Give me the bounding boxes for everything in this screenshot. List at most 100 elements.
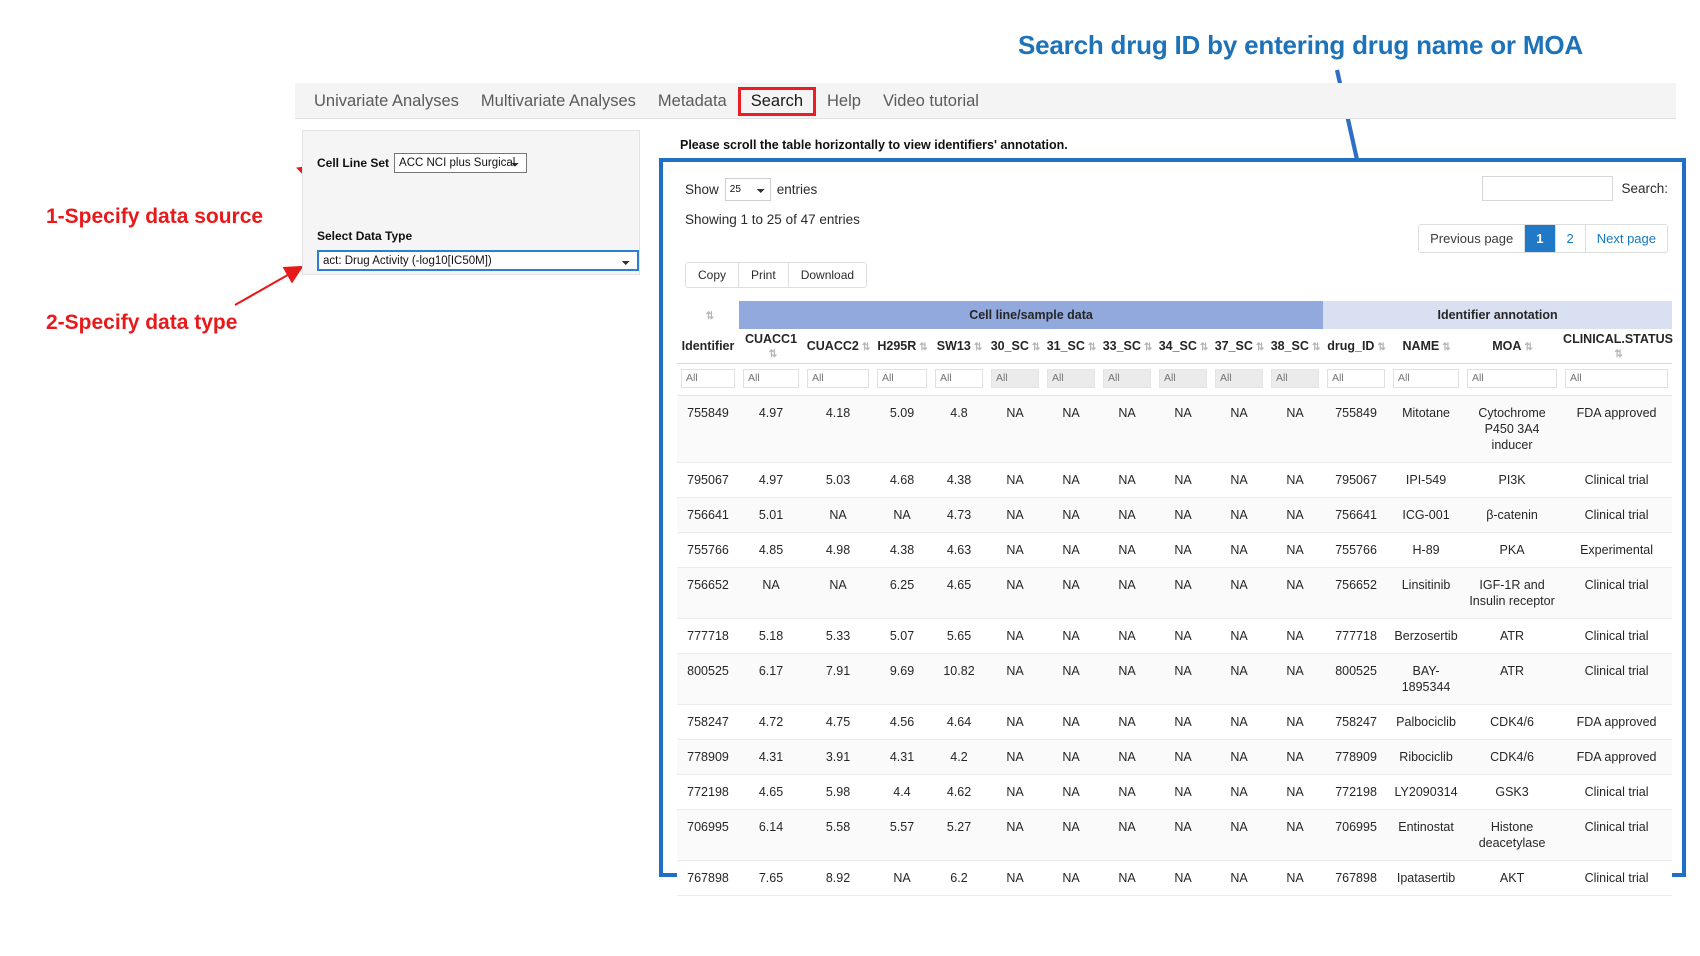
filter-input-identifier[interactable] xyxy=(681,368,735,388)
nav-item-search[interactable]: Search xyxy=(737,86,816,116)
sort-icon[interactable]: ⇅ xyxy=(1377,341,1385,353)
cell-33-sc: NA xyxy=(1099,567,1155,619)
cell-moa: GSK3 xyxy=(1463,774,1562,810)
cell-37-sc: NA xyxy=(1211,497,1267,533)
sort-icon[interactable]: ⇅ xyxy=(1614,348,1622,360)
page-button-1[interactable]: 1 xyxy=(1525,225,1556,252)
sort-icon[interactable]: ⇅ xyxy=(1311,341,1320,353)
column-header-label: MOA xyxy=(1492,338,1522,353)
column-header-clinical-status[interactable]: CLINICAL.STATUS ⇅ xyxy=(1561,329,1673,364)
table-row[interactable]: 758247 4.72 4.75 4.56 4.64 NA NA NA NA NA NA 758247… xyxy=(677,704,1673,740)
entries-per-page-select[interactable]: 25 xyxy=(724,178,771,201)
download-button[interactable]: Download xyxy=(788,263,867,287)
sort-icon[interactable]: ⇅ xyxy=(1442,341,1450,353)
table-row[interactable]: 778909 4.31 3.91 4.31 4.2 NA NA NA NA NA NA 778909 R… xyxy=(677,739,1673,775)
cell-33-sc: NA xyxy=(1099,704,1155,740)
column-header-h295r[interactable]: H295R ⇅ xyxy=(873,329,931,364)
sort-icon[interactable]: ⇅ xyxy=(1524,341,1532,353)
nav-item-multivariate-analyses[interactable]: Multivariate Analyses xyxy=(480,91,636,110)
sort-icon[interactable]: ⇅ xyxy=(1031,341,1040,353)
sort-icon[interactable]: ⇅ xyxy=(1087,341,1096,353)
table-row[interactable]: 772198 4.65 5.98 4.4 4.62 NA NA NA NA NA NA 772198 L… xyxy=(677,774,1673,810)
column-header-moa[interactable]: MOA ⇅ xyxy=(1463,329,1562,364)
filter-input-moa[interactable] xyxy=(1467,368,1558,388)
print-button[interactable]: Print xyxy=(739,263,789,287)
filter-input-38-sc[interactable] xyxy=(1271,368,1320,388)
column-header-label: CUACC1 xyxy=(744,331,798,346)
table-row[interactable]: 777718 5.18 5.33 5.07 5.65 NA NA NA NA NA NA 777718… xyxy=(677,618,1673,654)
sort-icon[interactable]: ⇅ xyxy=(1255,341,1264,353)
table-row[interactable]: 706995 6.14 5.58 5.57 5.27 NA NA NA NA NA NA 706995… xyxy=(677,809,1673,861)
filter-input-31-sc[interactable] xyxy=(1047,368,1095,388)
table-row[interactable]: 795067 4.97 5.03 4.68 4.38 NA NA NA NA NA NA 795067… xyxy=(677,462,1673,498)
cell-cuacc1: 4.72 xyxy=(739,704,803,740)
column-header-38-sc[interactable]: 38_SC ⇅ xyxy=(1267,329,1324,364)
cell-34-sc: NA xyxy=(1155,395,1211,463)
column-header-30-sc[interactable]: 30_SC ⇅ xyxy=(987,329,1043,364)
cell-cuacc2: NA xyxy=(803,567,873,619)
filter-input-33-sc[interactable] xyxy=(1103,368,1151,388)
column-header-cuacc2[interactable]: CUACC2 ⇅ xyxy=(803,329,873,364)
column-header-cuacc1[interactable]: CUACC1 ⇅ xyxy=(739,329,803,364)
cell-34-sc: NA xyxy=(1155,774,1211,810)
filter-input-30-sc[interactable] xyxy=(991,368,1039,388)
sort-icon[interactable]: ⇅ xyxy=(768,348,777,360)
filter-input-34-sc[interactable] xyxy=(1159,368,1207,388)
column-header-33-sc[interactable]: 33_SC ⇅ xyxy=(1099,329,1155,364)
cell-37-sc: NA xyxy=(1211,739,1267,775)
filter-input-cuacc1[interactable] xyxy=(743,368,799,388)
sort-icon[interactable]: ⇅ xyxy=(919,341,927,353)
nav-item-help[interactable]: Help xyxy=(827,91,861,110)
page-button-2[interactable]: 2 xyxy=(1555,225,1586,252)
data-type-select[interactable]: act: Drug Activity (-log10[IC50M]) xyxy=(317,250,639,271)
cell-cuacc1: 4.85 xyxy=(739,532,803,568)
sort-icon[interactable]: ⇅ xyxy=(1143,341,1152,353)
filter-cell-h295r xyxy=(873,363,931,396)
filter-input-drug-id[interactable] xyxy=(1327,368,1386,388)
filter-input-clinical-status[interactable] xyxy=(1565,368,1669,388)
table-row[interactable]: 755766 4.85 4.98 4.38 4.63 NA NA NA NA NA NA 755766… xyxy=(677,532,1673,568)
cell-cuacc1: 4.65 xyxy=(739,774,803,810)
column-header-34-sc[interactable]: 34_SC ⇅ xyxy=(1155,329,1211,364)
column-header-label: CLINICAL.STATUS xyxy=(1563,331,1673,346)
cell-sw13: 5.27 xyxy=(931,809,987,861)
nav-item-univariate-analyses[interactable]: Univariate Analyses xyxy=(314,91,459,110)
filter-input-37-sc[interactable] xyxy=(1215,368,1263,388)
sort-icon[interactable]: ⇅ xyxy=(1199,341,1208,353)
cell-moa: ATR xyxy=(1463,618,1562,654)
sort-icon[interactable]: ⇅ xyxy=(705,311,714,322)
cell-31-sc: NA xyxy=(1043,739,1099,775)
filter-input-h295r[interactable] xyxy=(877,368,927,388)
table-search-input[interactable] xyxy=(1482,176,1614,201)
table-row[interactable]: 756652 NA NA 6.25 4.65 NA NA NA NA NA NA 756652 Lins… xyxy=(677,567,1673,619)
column-header-name[interactable]: NAME ⇅ xyxy=(1389,329,1464,364)
nav-item-metadata[interactable]: Metadata xyxy=(657,91,727,110)
cell-cuacc2: 5.33 xyxy=(803,618,873,654)
column-header-drug-id[interactable]: drug_ID ⇅ xyxy=(1323,329,1390,364)
cell-line-set-select[interactable]: ACC NCI plus Surgical xyxy=(394,153,528,173)
next-page-button[interactable]: Next page xyxy=(1585,225,1667,252)
table-row[interactable]: 800525 6.17 7.91 9.69 10.82 NA NA NA NA NA NA 80052… xyxy=(677,653,1673,705)
column-header-identifier[interactable]: Identifier xyxy=(677,329,739,364)
sort-icon[interactable]: ⇅ xyxy=(973,341,982,353)
table-row[interactable]: 755849 4.97 4.18 5.09 4.8 NA NA NA NA NA NA 755849 M… xyxy=(677,395,1673,463)
sort-icon[interactable]: ⇅ xyxy=(861,341,870,353)
filter-input-sw13[interactable] xyxy=(935,368,983,388)
copy-button[interactable]: Copy xyxy=(686,263,740,287)
cell-33-sc: NA xyxy=(1099,860,1155,896)
cell-37-sc: NA xyxy=(1211,567,1267,619)
nav-item-video-tutorial[interactable]: Video tutorial xyxy=(882,91,979,110)
cell-37-sc: NA xyxy=(1211,618,1267,654)
cell-identifier: 756641 xyxy=(677,497,739,533)
cell-33-sc: NA xyxy=(1099,653,1155,705)
filter-input-name[interactable] xyxy=(1393,368,1460,388)
table-row[interactable]: 756641 5.01 NA NA 4.73 NA NA NA NA NA NA 756641 ICG-… xyxy=(677,497,1673,533)
column-header-37-sc[interactable]: 37_SC ⇅ xyxy=(1211,329,1267,364)
previous-page-button[interactable]: Previous page xyxy=(1419,225,1526,252)
column-header-31-sc[interactable]: 31_SC ⇅ xyxy=(1043,329,1099,364)
table-row[interactable]: 767898 7.65 8.92 NA 6.2 NA NA NA NA NA NA 767898 Ipa… xyxy=(677,860,1673,896)
cell-cuacc1: 4.97 xyxy=(739,395,803,463)
filter-input-cuacc2[interactable] xyxy=(807,368,869,388)
column-header-sw13[interactable]: SW13 ⇅ xyxy=(931,329,987,364)
scroll-hint-text: Please scroll the table horizontally to … xyxy=(680,138,1068,152)
